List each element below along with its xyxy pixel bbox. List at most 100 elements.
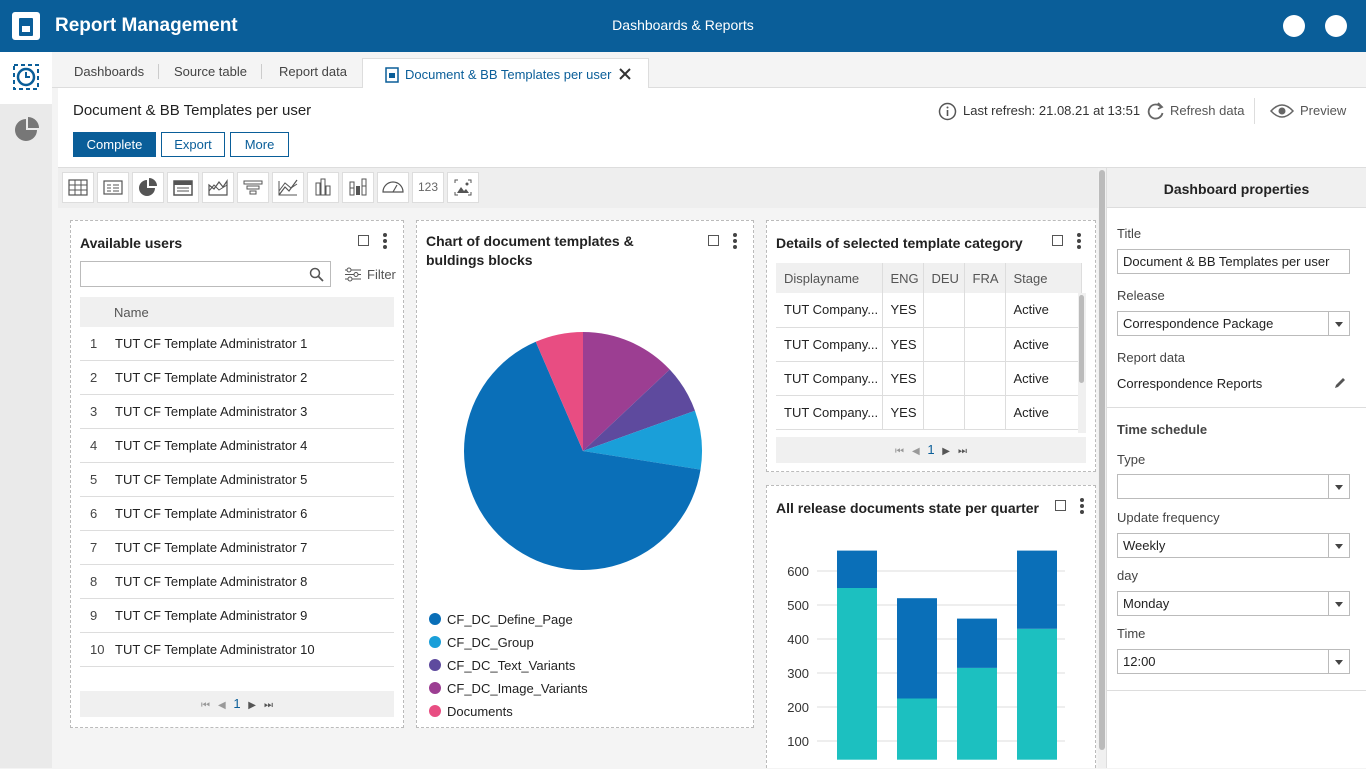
pie-slice[interactable] [583,332,670,451]
column-header[interactable]: Stage [1005,263,1082,293]
chevron-down-icon[interactable] [1328,475,1349,498]
update-frequency-select[interactable]: Weekly [1117,533,1350,558]
pie-slice[interactable] [583,369,695,451]
close-icon[interactable] [619,68,631,80]
open-external-icon[interactable] [708,235,719,246]
table-row[interactable]: TUT Company... YES Active [776,293,1082,328]
funnel-widget-button[interactable] [237,172,269,203]
more-vert-icon[interactable] [1080,498,1084,516]
table-row[interactable]: 1 TUT CF Template Administrator 1 [80,327,394,361]
bar-segment[interactable] [957,667,997,760]
column-header[interactable]: FRA [964,263,1006,293]
legend-item[interactable]: CF_DC_Text_Variants [429,658,575,673]
column-header[interactable]: DEU [923,263,965,293]
column-header[interactable]: Displayname [776,263,883,293]
filter-button[interactable]: Filter [367,267,396,282]
table-row[interactable]: TUT Company... YES Active [776,327,1082,362]
first-page-icon[interactable]: ⏮ [895,446,905,457]
release-select[interactable]: Correspondence Package [1117,311,1350,336]
pie-chart[interactable] [417,311,753,591]
details-scrollbar[interactable] [1079,295,1084,383]
more-button[interactable]: More [230,132,289,157]
last-page-icon[interactable]: ⏭ [263,700,273,711]
bar-segment[interactable] [837,588,877,760]
bar-segment[interactable] [897,598,937,699]
table-row[interactable]: 7 TUT CF Template Administrator 7 [80,531,394,565]
more-vert-icon[interactable] [733,233,737,251]
current-page[interactable]: 1 [927,442,935,457]
table-row[interactable]: 6 TUT CF Template Administrator 6 [80,497,394,531]
table-row[interactable]: 2 TUT CF Template Administrator 2 [80,361,394,395]
current-page[interactable]: 1 [233,696,241,711]
canvas-scrollbar-track[interactable] [1098,168,1106,768]
image-widget-button[interactable] [447,172,479,203]
details-scrollbar-track[interactable] [1078,293,1086,433]
chevron-down-icon[interactable] [1328,650,1349,673]
line-widget-button[interactable] [272,172,304,203]
search-input[interactable] [80,261,331,287]
list-widget-button[interactable] [97,172,129,203]
refresh-data-button[interactable]: Refresh data [1170,103,1245,118]
last-page-icon[interactable]: ⏭ [957,446,967,457]
table-row[interactable]: TUT Company... YES Active [776,395,1082,430]
prev-page-icon[interactable]: ◀ [912,446,920,457]
pie-slice[interactable] [583,410,702,470]
table-row[interactable]: 3 TUT CF Template Administrator 3 [80,395,394,429]
more-vert-icon[interactable] [1077,233,1081,251]
chevron-down-icon[interactable] [1328,592,1349,615]
title-input[interactable]: Document & BB Templates per user [1117,249,1350,274]
canvas-scrollbar[interactable] [1099,170,1105,750]
area-widget-button[interactable] [202,172,234,203]
time-select[interactable]: 12:00 [1117,649,1350,674]
preview-button[interactable]: Preview [1300,103,1347,118]
tab-dashboards[interactable]: Dashboards [74,64,160,79]
eye-icon[interactable] [1270,103,1294,119]
next-page-icon[interactable]: ▶ [942,446,950,457]
day-select[interactable]: Monday [1117,591,1350,616]
bar-segment[interactable] [1017,550,1057,629]
filter-icon[interactable] [344,267,362,282]
bar-segment[interactable] [957,618,997,668]
table-widget-button[interactable] [62,172,94,203]
first-page-icon[interactable]: ⏮ [201,700,211,711]
more-vert-icon[interactable] [383,233,387,251]
table-row[interactable]: 10 TUT CF Template Administrator 10 [80,633,394,667]
column-header[interactable]: ENG [882,263,924,293]
bar-chart[interactable]: 100 200 300 400 500 600 [767,546,1095,769]
chevron-down-icon[interactable] [1328,312,1349,335]
chevron-down-icon[interactable] [1328,534,1349,557]
tab-source-table[interactable]: Source table [174,64,262,79]
refresh-icon[interactable] [1147,102,1165,120]
bar-segment[interactable] [1017,628,1057,760]
pie-slice[interactable] [535,332,583,451]
complete-button[interactable]: Complete [73,132,156,157]
table-row[interactable]: TUT Company... YES Active [776,361,1082,396]
open-external-icon[interactable] [358,235,369,246]
legend-item[interactable]: CF_DC_Image_Variants [429,681,588,696]
gauge-widget-button[interactable] [377,172,409,203]
type-select[interactable] [1117,474,1350,499]
legend-item[interactable]: Documents [429,704,513,719]
tab-report-data[interactable]: Report data [279,64,347,79]
legend-item[interactable]: CF_DC_Define_Page [429,612,573,627]
tab-document-templates[interactable]: Document & BB Templates per user [362,58,649,89]
next-page-icon[interactable]: ▶ [248,700,256,711]
number-widget-button[interactable]: 123 [412,172,444,203]
table-row[interactable]: 9 TUT CF Template Administrator 9 [80,599,394,633]
table-row[interactable]: 4 TUT CF Template Administrator 4 [80,429,394,463]
nav-dashboards[interactable] [0,52,52,104]
legend-item[interactable]: CF_DC_Group [429,635,534,650]
bar-segment[interactable] [897,698,937,760]
settings-avatar-icon[interactable] [1325,15,1347,37]
calendar-widget-button[interactable] [167,172,199,203]
bar-widget-button[interactable] [307,172,339,203]
pie-slice[interactable] [464,341,701,570]
table-row[interactable]: 8 TUT CF Template Administrator 8 [80,565,394,599]
user-avatar-icon[interactable] [1283,15,1305,37]
bar-segment[interactable] [837,550,877,588]
stacked-bar-widget-button[interactable] [342,172,374,203]
edit-pencil-icon[interactable] [1333,376,1347,390]
name-column-header[interactable]: Name [114,305,149,320]
open-external-icon[interactable] [1055,500,1066,511]
export-button[interactable]: Export [161,132,225,157]
